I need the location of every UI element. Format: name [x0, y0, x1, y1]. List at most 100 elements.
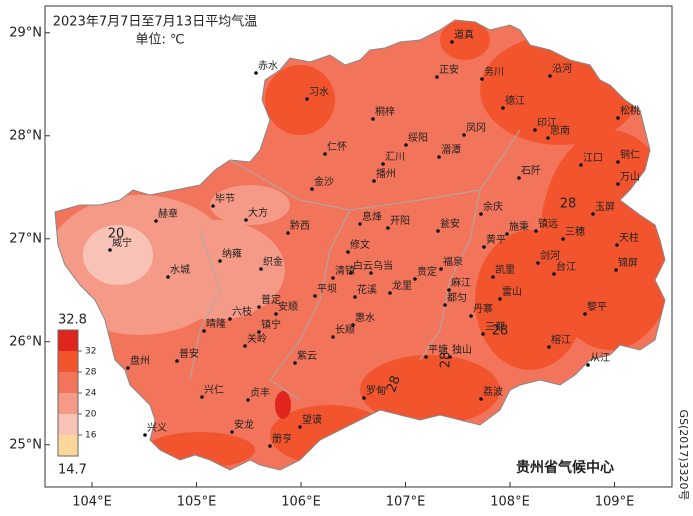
city-label: 水城	[170, 264, 190, 276]
city-label: 黎平	[587, 300, 607, 313]
city-marker	[323, 152, 327, 156]
city-marker	[482, 245, 486, 249]
city-marker	[413, 277, 417, 281]
city-label: 凤冈	[466, 122, 486, 134]
city-label: 平坝	[317, 283, 337, 295]
city-label: 凯里	[495, 263, 515, 276]
city-label: 长顺	[335, 324, 355, 336]
lon-tick-label: 104°E	[72, 495, 112, 510]
city-marker	[439, 267, 443, 271]
city-marker	[257, 305, 261, 309]
city-label: 平塘	[428, 343, 448, 356]
city-label: 玉屏	[595, 201, 615, 213]
city-label: 仁怀	[327, 141, 347, 153]
city-marker	[479, 397, 483, 401]
city-label: 望谟	[302, 413, 322, 426]
city-marker	[491, 275, 495, 279]
city-marker	[313, 294, 317, 298]
city-marker	[381, 162, 385, 166]
city-label: 织金	[263, 255, 283, 268]
city-label: 麻江	[451, 276, 471, 289]
city-marker	[362, 396, 366, 400]
city-label: 三穗	[565, 225, 585, 238]
city-marker	[501, 106, 505, 110]
map-title: 2023年7月7日至7月13日平均气温	[53, 14, 257, 30]
city-label: 播州	[376, 167, 396, 180]
city-marker	[108, 248, 112, 252]
legend-swatch	[58, 393, 78, 414]
lat-tick-label: 27°N	[9, 231, 42, 246]
city-marker	[546, 136, 550, 140]
city-label: 独山	[452, 343, 472, 356]
city-label: 纳雍	[222, 247, 242, 260]
city-label: 都匀	[447, 292, 467, 304]
city-label: 修文	[350, 238, 370, 251]
city-marker	[548, 74, 552, 78]
legend-swatch	[58, 351, 78, 372]
city-marker	[547, 345, 551, 349]
city-label: 习水	[309, 86, 329, 98]
legend-tick-label: 32	[85, 347, 96, 357]
lat-tick-label: 25°N	[9, 437, 42, 452]
city-marker	[346, 250, 350, 254]
city-label: 威宁	[112, 236, 132, 249]
city-label: 福泉	[443, 255, 463, 268]
city-marker	[154, 219, 158, 223]
city-label: 关岭	[247, 332, 267, 345]
city-marker	[218, 259, 222, 263]
city-label: 乌当	[373, 259, 393, 272]
lon-tick-label: 105°E	[177, 495, 217, 510]
city-marker	[202, 329, 206, 333]
unit-label: 单位: ℃	[135, 33, 184, 48]
contour-label: 28	[560, 197, 577, 212]
legend-max: 32.8	[58, 313, 87, 328]
city-label: 荔波	[483, 385, 503, 398]
city-marker	[126, 366, 130, 370]
city-marker	[200, 395, 204, 399]
city-marker	[349, 271, 353, 275]
city-marker	[331, 335, 335, 339]
city-marker	[469, 314, 473, 318]
city-marker	[579, 163, 583, 167]
city-label: 台江	[556, 260, 576, 273]
legend-swatch	[58, 330, 78, 351]
city-marker	[211, 204, 215, 208]
city-marker	[616, 160, 620, 164]
city-marker	[268, 444, 272, 448]
city-marker	[358, 222, 362, 226]
city-label: 贵定	[417, 265, 437, 278]
city-label: 盘州	[130, 354, 150, 367]
city-marker	[246, 398, 250, 402]
city-marker	[274, 312, 278, 316]
city-label: 大方	[248, 206, 268, 219]
city-marker	[243, 344, 247, 348]
city-label: 余庆	[483, 200, 503, 213]
city-label: 沿河	[552, 63, 572, 75]
city-label: 湄潭	[441, 144, 461, 156]
city-marker	[298, 425, 302, 429]
city-label: 道真	[454, 28, 474, 41]
city-marker	[481, 332, 485, 336]
city-label: 瓮安	[440, 217, 460, 230]
contour-label: 28	[384, 374, 404, 395]
city-marker	[353, 295, 357, 299]
city-label: 六枝	[232, 305, 252, 318]
prefecture-borders	[189, 129, 521, 401]
legend-tick-label: 28	[85, 368, 97, 378]
city-marker	[534, 229, 538, 233]
city-marker	[386, 226, 390, 230]
city-label: 桐梓	[375, 105, 395, 118]
city-label: 紫云	[297, 350, 317, 362]
city-marker	[443, 303, 447, 307]
city-marker	[517, 176, 521, 180]
city-marker	[143, 433, 147, 437]
city-marker	[462, 133, 466, 137]
lon-tick-label: 106°E	[281, 495, 321, 510]
city-marker	[586, 363, 590, 367]
city-label: 德江	[505, 94, 525, 107]
city-marker	[616, 182, 620, 186]
city-label: 普安	[179, 347, 199, 360]
city-marker	[450, 40, 454, 44]
city-marker	[498, 297, 502, 301]
